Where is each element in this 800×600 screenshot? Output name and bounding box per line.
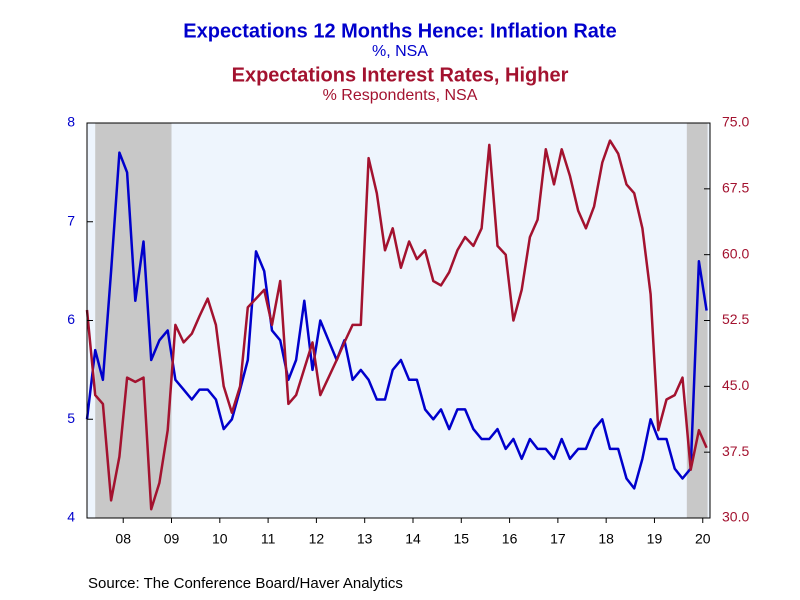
- y2-tick-label: 60.0: [722, 245, 749, 261]
- x-tick-label: 19: [647, 531, 663, 547]
- y2-tick-label: 30.0: [722, 509, 749, 525]
- chart-title-2: Expectations Interest Rates, Higher: [232, 64, 569, 86]
- x-tick-label: 15: [453, 531, 469, 547]
- x-tick-label: 20: [695, 531, 711, 547]
- y-tick-label: 8: [67, 114, 75, 130]
- x-tick-label: 11: [261, 531, 276, 547]
- y2-tick-label: 75.0: [722, 114, 749, 130]
- x-tick-label: 14: [405, 531, 421, 547]
- x-tick-label: 17: [550, 531, 566, 547]
- y-tick-label: 7: [67, 212, 75, 228]
- x-tick-label: 08: [115, 531, 131, 547]
- plot-area: [87, 123, 710, 518]
- y-tick-label: 6: [67, 311, 75, 327]
- y2-tick-label: 37.5: [722, 443, 749, 459]
- x-tick-label: 13: [357, 531, 373, 547]
- x-tick-label: 16: [502, 531, 518, 547]
- y-tick-label: 4: [67, 509, 75, 525]
- y2-tick-label: 45.0: [722, 377, 749, 393]
- y2-tick-label: 52.5: [722, 311, 749, 327]
- x-tick-label: 09: [164, 531, 180, 547]
- series-line: [85, 139, 708, 511]
- x-tick-label: 12: [309, 531, 325, 547]
- chart-title: Expectations 12 Months Hence: Inflation …: [183, 20, 616, 42]
- x-tick-label: 18: [598, 531, 614, 547]
- series-line: [85, 151, 708, 490]
- source-note: Source: The Conference Board/Haver Analy…: [88, 575, 403, 592]
- y2-tick-label: 67.5: [722, 180, 749, 196]
- chart-subtitle: %, NSA: [372, 43, 428, 60]
- x-tick-label: 10: [212, 531, 228, 547]
- chart-subtitle-2: % Respondents, NSA: [323, 87, 478, 104]
- y-tick-label: 5: [67, 410, 75, 426]
